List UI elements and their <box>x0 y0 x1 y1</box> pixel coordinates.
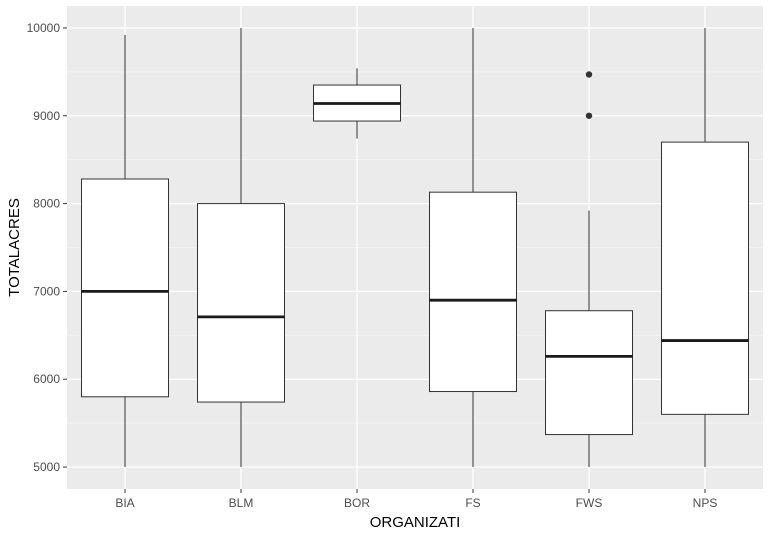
box-nps <box>661 27 749 468</box>
box-fs <box>429 27 517 468</box>
x-tick-label: NPS <box>693 496 718 510</box>
x-axis-ticks: BIA BLM BOR FS FWS NPS <box>115 489 717 510</box>
boxes-layer <box>81 27 749 468</box>
y-tick-label: 8000 <box>33 197 60 211</box>
y-tick-label: 5000 <box>33 460 60 474</box>
outlier-point-fws <box>585 71 593 78</box>
box-rect-fs <box>429 191 517 393</box>
box-bia <box>81 34 169 468</box>
x-axis-title: ORGANIZATI <box>370 514 461 531</box>
x-tick-label: FS <box>465 496 480 510</box>
y-tick-label: 6000 <box>33 372 60 386</box>
box-rect-bia <box>81 178 169 398</box>
major-grid-y <box>67 27 763 468</box>
box-rect-fws <box>545 310 633 436</box>
x-tick-label: BLM <box>229 496 254 510</box>
y-axis-ticks: 5000 6000 7000 8000 9000 10000 <box>27 21 67 474</box>
box-rect-nps <box>661 141 749 415</box>
x-tick-label: BOR <box>344 496 370 510</box>
x-tick-label: FWS <box>576 496 603 510</box>
box-fws <box>545 71 633 468</box>
y-tick-label: 9000 <box>33 109 60 123</box>
y-axis-title: TOTALACRES <box>6 198 23 297</box>
y-tick-label: 7000 <box>33 284 60 298</box>
box-blm <box>197 27 285 468</box>
outlier-point-fws <box>585 112 593 119</box>
box-rect-blm <box>197 203 285 403</box>
box-bor <box>313 68 401 139</box>
x-tick-label: BIA <box>115 496 134 510</box>
y-tick-label: 10000 <box>27 21 61 35</box>
minor-grid-y <box>67 71 763 424</box>
